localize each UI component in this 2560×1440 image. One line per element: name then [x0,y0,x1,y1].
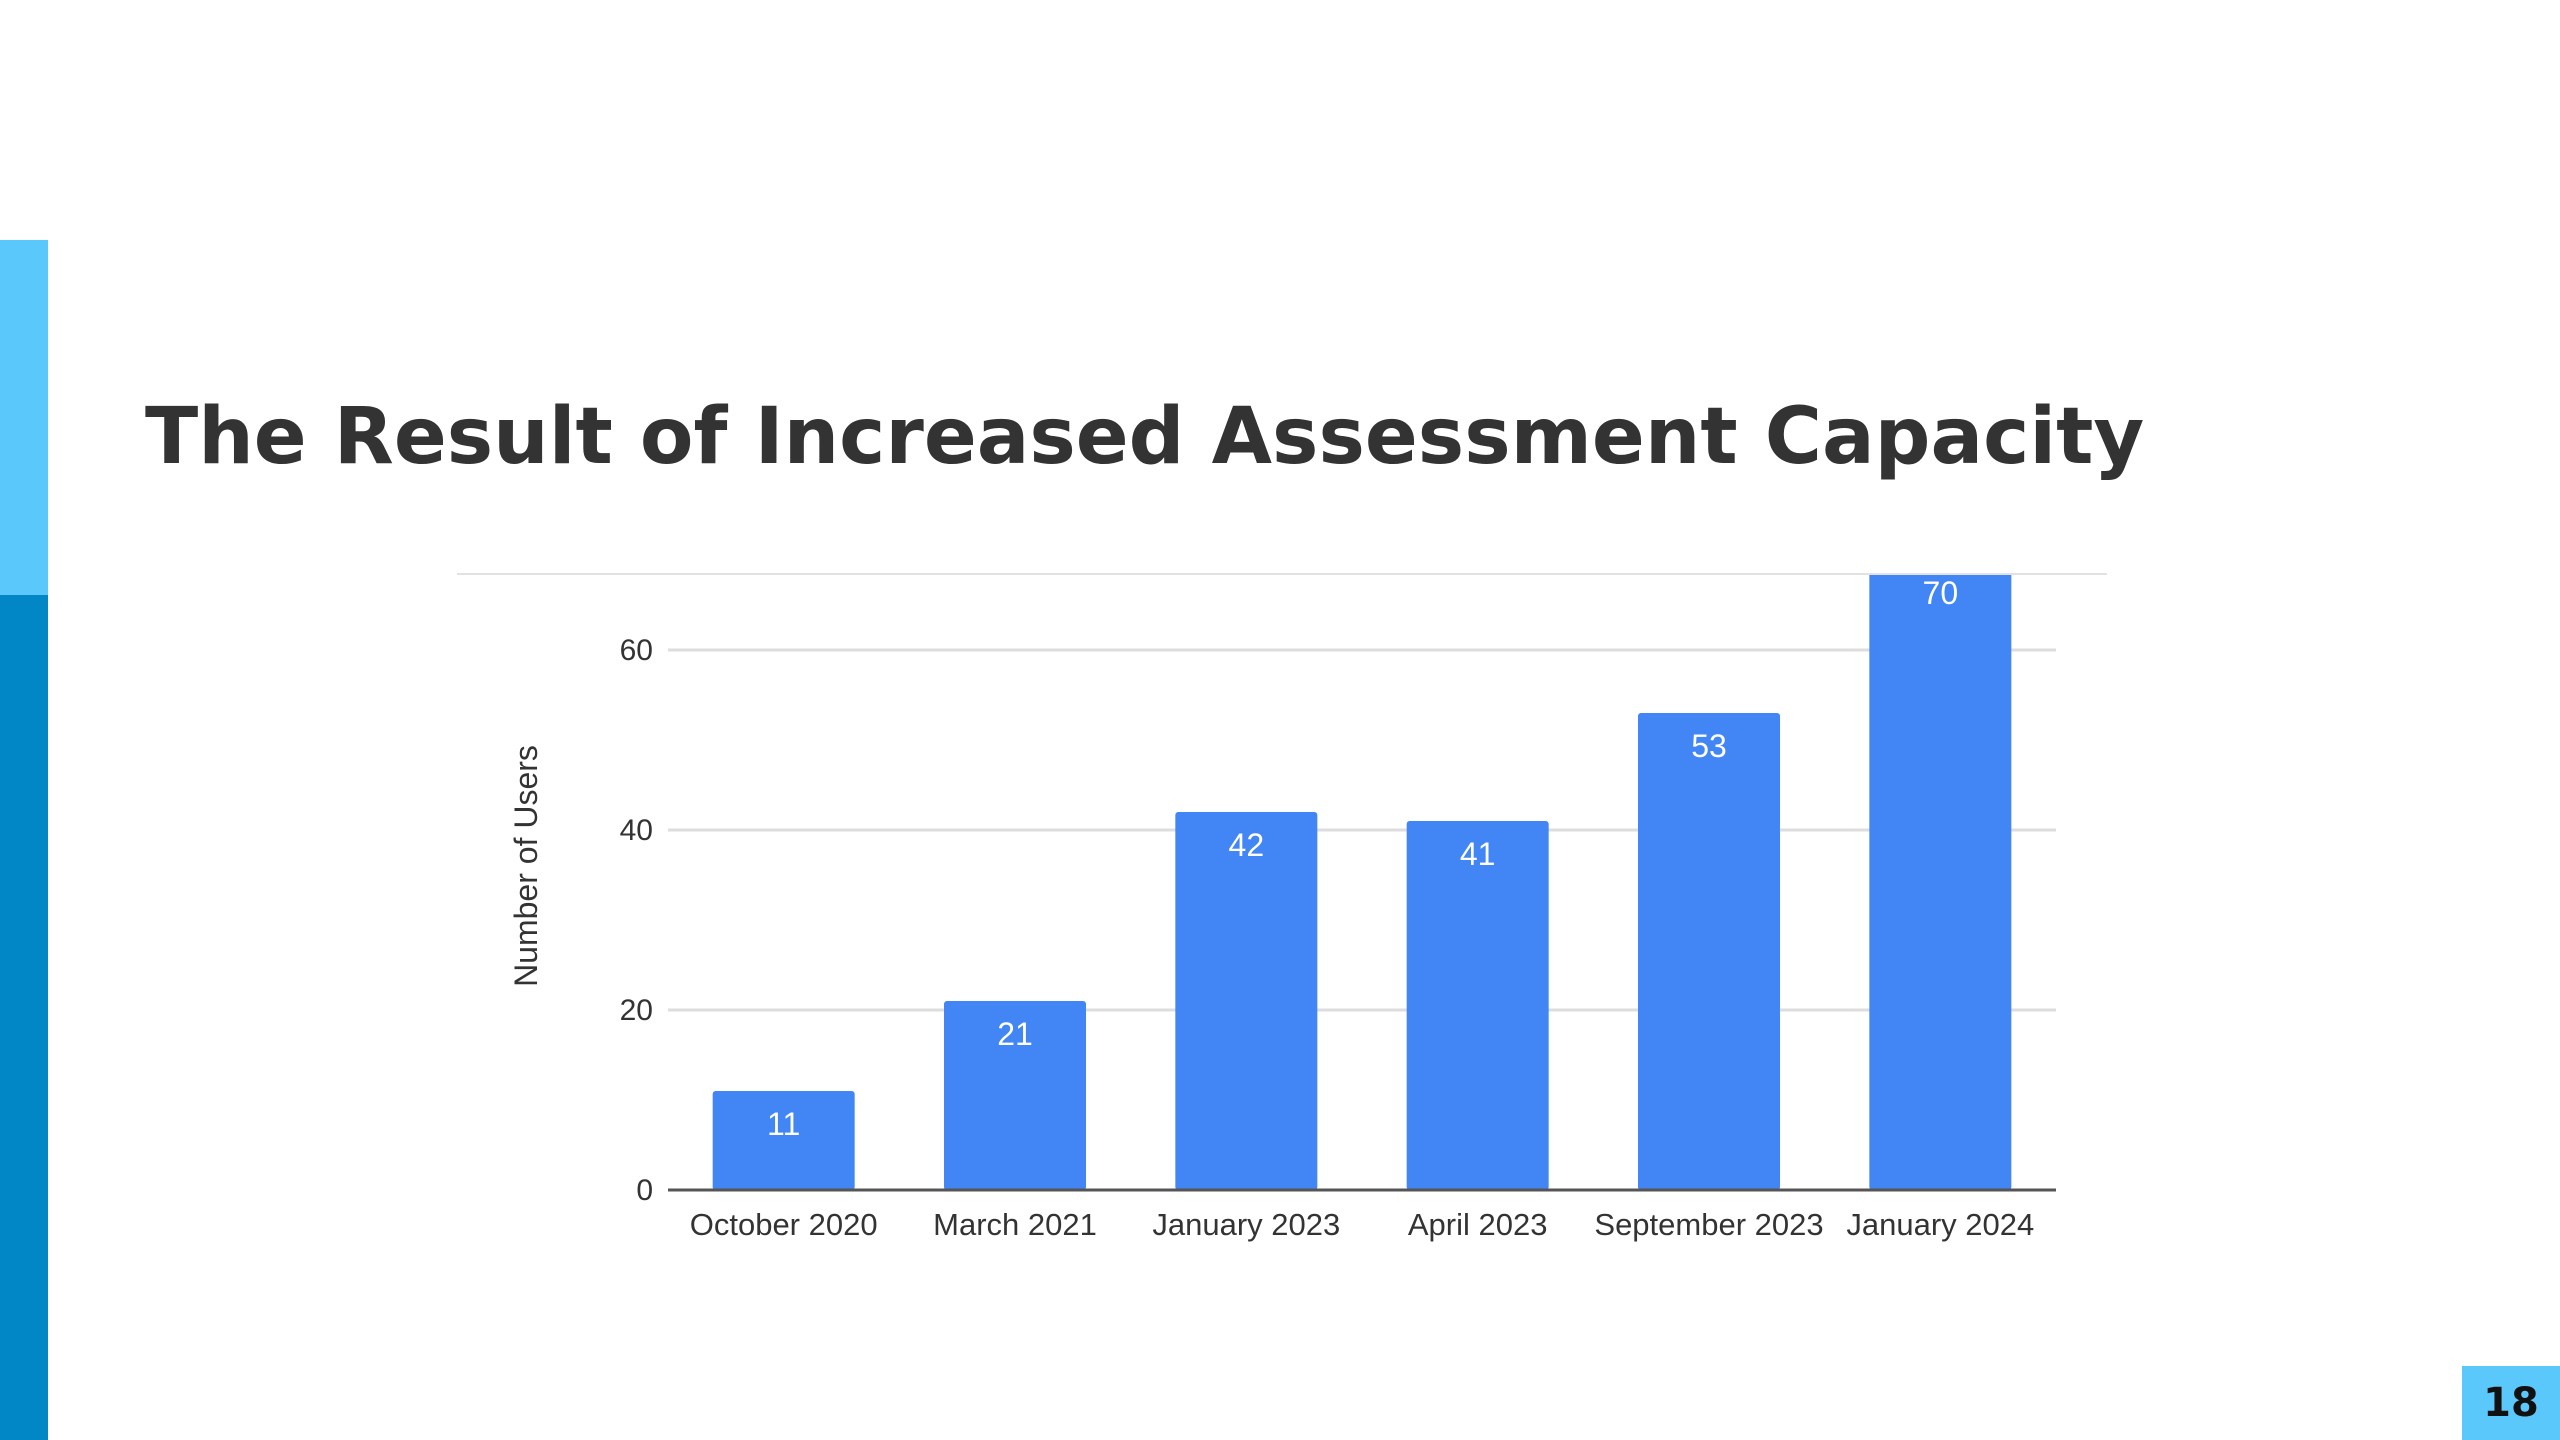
x-tick-label: April 2023 [1408,1207,1548,1242]
x-tick-label: September 2023 [1594,1207,1823,1242]
bar-value-label: 42 [1229,827,1265,863]
bar-value-label: 11 [767,1106,800,1142]
bar-chart: 0 20 40 60 11 October 2020 21 March 2021 42 Janua… [457,573,2107,1242]
bar-value-label: 70 [1923,575,1959,611]
y-tick-label: 0 [636,1174,653,1207]
x-tick-label: January 2024 [1846,1207,2034,1242]
x-tick-label: January 2023 [1152,1207,1340,1242]
accent-bar-light [0,240,48,595]
y-tick-label: 40 [620,814,653,847]
slide-title: The Result of Increased Assessment Capac… [145,392,2145,482]
x-tick-label: March 2021 [933,1207,1097,1242]
bar-value-label: 21 [997,1016,1033,1052]
bar-value-label: 41 [1460,836,1496,872]
page-number: 18 [2483,1380,2539,1426]
y-axis-label: Number of Users [508,745,544,987]
y-tick-label: 20 [620,994,653,1027]
page-number-box: 18 [2462,1366,2560,1440]
bar-value-label: 53 [1691,728,1727,764]
bar [1406,821,1549,1190]
bar [944,1001,1086,1190]
y-tick-label: 60 [620,634,653,667]
bar [1638,713,1780,1190]
x-tick-label: October 2020 [690,1207,878,1242]
bar [1869,575,2012,1190]
accent-bar-dark [0,595,48,1440]
bar [1175,812,1318,1190]
bar [712,1091,855,1190]
